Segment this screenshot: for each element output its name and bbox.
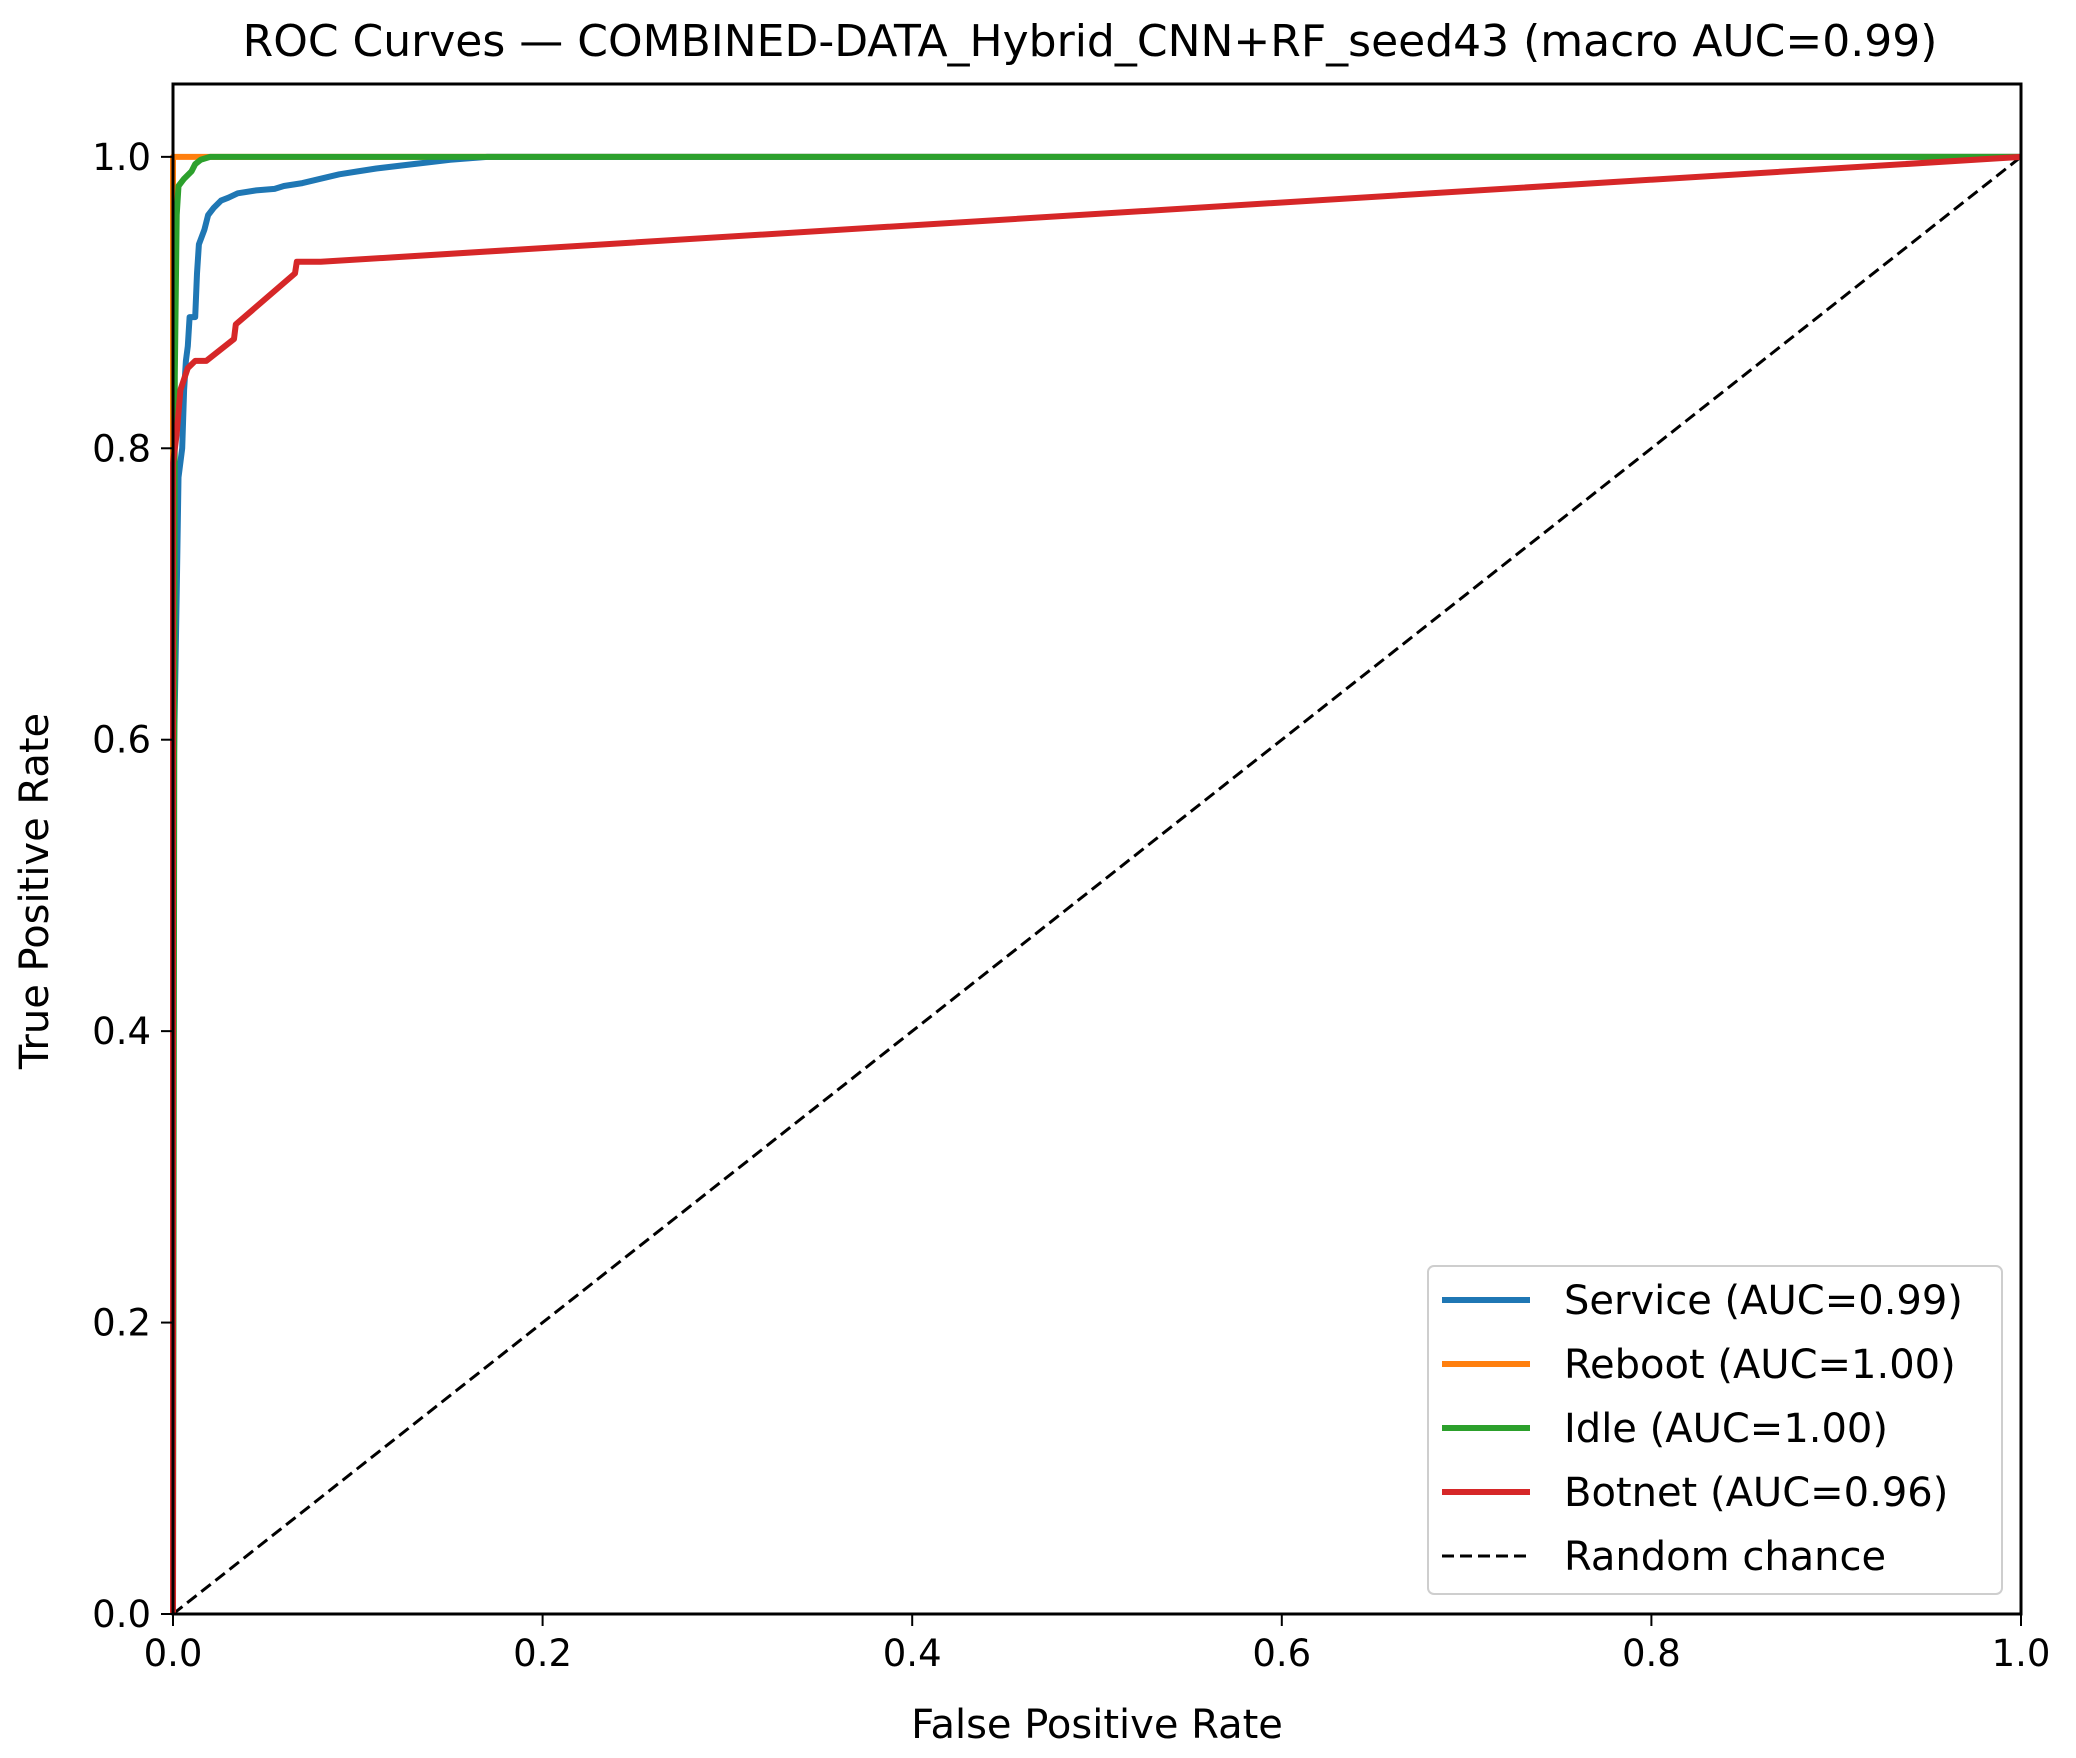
x-tick-label: 0.8 <box>1622 1632 1681 1675</box>
chart-title: ROC Curves — COMBINED-DATA_Hybrid_CNN+RF… <box>243 16 1938 67</box>
series-line-service <box>170 153 2021 1614</box>
y-tick-label: 0.4 <box>92 1010 151 1053</box>
y-tick-label: 1.0 <box>92 136 151 179</box>
legend-box <box>1427 1265 2003 1595</box>
series-line-idle <box>170 153 2021 1615</box>
x-tick-label: 0.2 <box>513 1632 572 1675</box>
y-tick-label: 0.8 <box>92 427 151 470</box>
y-axis-label: True Positive Rate <box>12 713 58 1070</box>
y-axis: 0.0 0.2 0.4 0.6 0.8 1.0 <box>92 136 173 1636</box>
x-tick-label: 0.4 <box>883 1632 942 1675</box>
x-tick-label: 0.6 <box>1252 1632 1311 1675</box>
y-tick-label: 0.2 <box>92 1302 151 1345</box>
x-axis-label: False Positive Rate <box>911 1702 1283 1748</box>
y-tick-label: 0.6 <box>92 719 151 762</box>
x-tick-label: 1.0 <box>1992 1632 2051 1675</box>
axes-frame <box>171 82 2023 1616</box>
x-tick-label: 0.0 <box>144 1632 203 1675</box>
legend-entry: Reboot (AUC=1.00) <box>1564 1342 1956 1388</box>
x-axis: 0.0 0.2 0.4 0.6 0.8 1.0 <box>144 1614 2051 1675</box>
y-tick-label: 0.0 <box>92 1593 151 1636</box>
legend-entry: Service (AUC=0.99) <box>1564 1278 1963 1324</box>
series-line-botnet <box>170 153 2022 1614</box>
legend-entry: Idle (AUC=1.00) <box>1564 1406 1888 1452</box>
legend-entry: Botnet (AUC=0.96) <box>1564 1470 1948 1516</box>
legend: Service (AUC=0.99) Reboot (AUC=1.00) Idle … <box>1427 1265 2003 1595</box>
legend-entry: Random chance <box>1564 1534 1886 1580</box>
random-chance-line <box>172 155 2022 1616</box>
